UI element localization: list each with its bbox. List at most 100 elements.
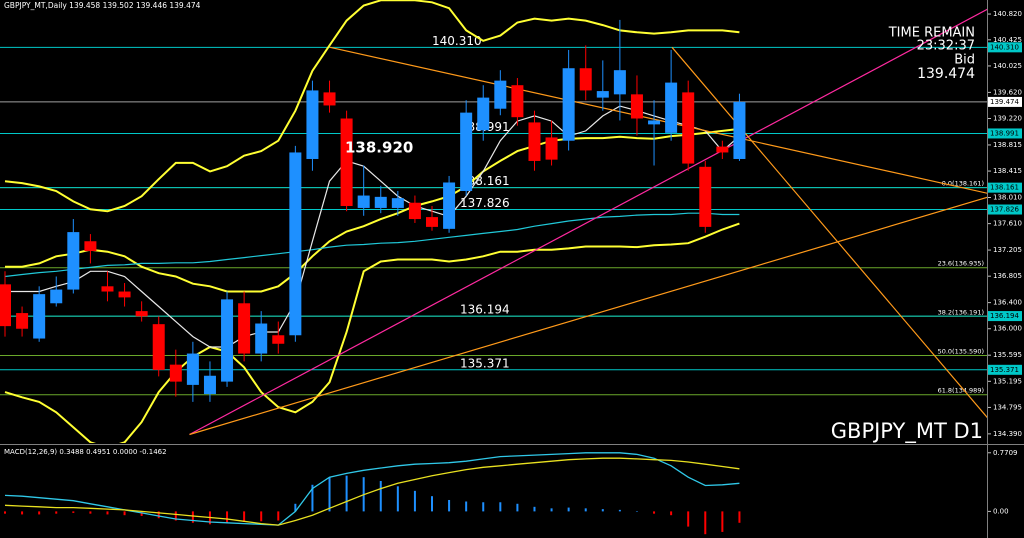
fib-label: 0.0(138.161) [942, 180, 984, 188]
histogram-bar [465, 501, 468, 512]
y-tick-label: 138.815 [993, 141, 1022, 149]
price-panel: 0.0(138.161) 23.6(136.935) 38.2(136.191) 50… [0, 0, 987, 443]
histogram-bar [738, 511, 741, 523]
histogram-bar [704, 511, 707, 535]
time-remain-value: 23:32:37 [917, 39, 975, 54]
trendline [671, 46, 987, 419]
histogram-bar [618, 509, 621, 512]
y-tick-label: 136.000 [993, 325, 1022, 333]
histogram-bar [567, 507, 570, 512]
indicator-line [4, 222, 740, 443]
y-tick-label: 138.415 [993, 167, 1022, 175]
candle-body [682, 92, 695, 164]
annotation: 138.920 [345, 139, 413, 157]
histogram-bar [157, 511, 160, 519]
candle-body [306, 90, 319, 159]
candle-body [289, 152, 302, 336]
y-tick-label: 134.390 [993, 430, 1022, 438]
level-label: 140.310 [432, 34, 482, 48]
y-tick-label: 140.820 [993, 10, 1022, 18]
histogram-bar [448, 499, 451, 512]
histogram-bar [243, 511, 246, 523]
histogram-bar [379, 480, 382, 512]
histogram-bar [687, 511, 690, 527]
candle-body [152, 324, 165, 370]
candle-body [357, 195, 370, 208]
candle-body [374, 196, 387, 208]
histogram-bar [482, 502, 485, 512]
macd-panel [4, 452, 741, 535]
candle-body [648, 120, 661, 125]
histogram-bar [21, 511, 24, 515]
level-label: 135.371 [460, 356, 510, 370]
y-tick-label: 0.00 [993, 507, 1009, 515]
level-axis-label: 137.826 [990, 206, 1019, 214]
candle-body [101, 286, 114, 292]
y-tick-label: 137.610 [993, 220, 1022, 228]
y-tick-label: 136.805 [993, 272, 1022, 280]
candle-body [118, 291, 131, 298]
histogram-bar [123, 511, 126, 516]
chart-header: GBPJPY_MT,Daily 139.458 139.502 139.446 … [4, 1, 201, 10]
histogram-bar [550, 508, 553, 512]
candle-body [135, 311, 148, 317]
candle-body [340, 118, 353, 206]
trendline [189, 8, 987, 436]
level-axis-box [988, 42, 1022, 53]
fib-label: 61.8(134.989) [938, 387, 984, 395]
candle-body [186, 353, 199, 385]
histogram-bar [516, 503, 519, 512]
histogram-bar [4, 511, 6, 514]
candle-body [716, 146, 729, 153]
chart-title: GBPJPY_MT D1 [831, 419, 983, 444]
bid-axis-box [988, 96, 1022, 107]
histogram-bar [584, 508, 587, 512]
candle-body [221, 299, 234, 382]
histogram-bar [653, 511, 656, 514]
candle-body [272, 335, 285, 344]
histogram-bar [499, 502, 502, 512]
histogram-bar [345, 475, 348, 512]
macd-header: MACD(12,26,9) 0.3488 0.4951 0.0000 -0.14… [4, 448, 167, 456]
candle-body [33, 294, 46, 339]
indicator-line [4, 212, 740, 278]
histogram-bar [413, 490, 416, 512]
histogram-bar [191, 511, 194, 523]
histogram-bar [106, 511, 109, 515]
level-label: 136.194 [460, 303, 510, 317]
candle-body [408, 202, 421, 220]
histogram-bar [226, 511, 229, 523]
level-axis-label: 135.371 [990, 366, 1019, 374]
histogram-bar [89, 511, 92, 514]
level-axis-box [988, 128, 1022, 139]
level-axis-label: 136.194 [990, 312, 1019, 320]
candle-body [16, 313, 29, 329]
y-tick-label: 140.025 [993, 62, 1022, 70]
y-tick-label: 137.205 [993, 246, 1022, 254]
level-label: 138.161 [460, 174, 510, 188]
candle-body [50, 289, 63, 304]
y-tick-label: 136.400 [993, 299, 1022, 307]
macd-line [4, 457, 740, 526]
fib-label: 23.6(136.935) [938, 260, 984, 268]
histogram-bar [260, 511, 263, 522]
candle-body [203, 375, 216, 395]
axis-layer: 140.820 140.425 140.025 139.620 139.220 138.8… [987, 10, 1022, 515]
candle-body [169, 364, 182, 382]
level-label: 137.826 [460, 196, 510, 210]
candle-body [443, 182, 456, 229]
level-axis-box [988, 204, 1022, 215]
bid-label: Bid [954, 53, 975, 68]
candle-body [665, 82, 678, 133]
histogram-bar [396, 486, 399, 512]
indicator-line [5, 127, 740, 293]
histogram-bar [140, 511, 143, 516]
fib-label: 50.0(135.590) [938, 348, 984, 356]
indicator-line [4, 0, 740, 213]
y-tick-label: 139.220 [993, 115, 1022, 123]
level-axis-box [988, 182, 1022, 193]
level-axis-label: 138.991 [990, 129, 1019, 137]
